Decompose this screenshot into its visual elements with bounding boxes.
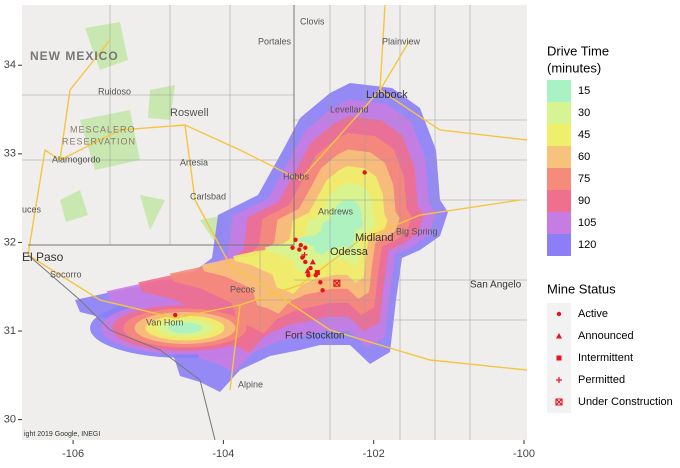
- legend-label: 30: [578, 107, 590, 119]
- place-label: Fort Stockton: [285, 331, 344, 342]
- place-label: Artesia: [180, 157, 208, 167]
- mine-active: [362, 170, 367, 175]
- place-label: Portales: [258, 36, 292, 46]
- mine-active: [300, 255, 305, 260]
- legend-label: 60: [578, 151, 590, 163]
- legend: Drive Time (minutes) Mine Status 15 30 45 6…: [547, 43, 673, 413]
- mine-under-construction: [555, 398, 563, 406]
- mine-active: [297, 247, 302, 252]
- mine-active: [298, 242, 304, 248]
- place-label: Big Spring: [396, 226, 438, 236]
- mine-active: [173, 312, 178, 318]
- mine-announced: [556, 333, 562, 339]
- legend-label: Permitted: [578, 374, 625, 386]
- legend-label: Intermittent: [578, 352, 633, 364]
- legend-label: Under Construction: [578, 396, 673, 408]
- legend-label: 75: [578, 173, 590, 185]
- y-tick-label: 34: [4, 59, 16, 71]
- mine-intermittent: [314, 270, 320, 276]
- x-tick-label: -104: [212, 448, 234, 460]
- mine-active: [303, 245, 308, 250]
- mine-permitted: [556, 377, 562, 383]
- legend-label: 90: [578, 195, 590, 207]
- place-label: Ruidoso: [98, 86, 131, 96]
- mine-active: [290, 245, 295, 250]
- place-label: Pecos: [230, 284, 256, 294]
- place-label: El Paso: [22, 250, 64, 264]
- legend-key: [547, 102, 571, 124]
- mine-active: [556, 311, 562, 317]
- state-borders: [27, 5, 295, 441]
- legend-label: 120: [578, 239, 596, 251]
- terrain: [60, 22, 225, 250]
- x-tick-label: -102: [363, 448, 385, 460]
- legend-title: Drive Time: [547, 43, 609, 58]
- legend-key: [547, 212, 571, 234]
- mine-active: [306, 273, 311, 278]
- mine-announced: [309, 258, 316, 265]
- legend-key: [547, 124, 571, 146]
- mine-intermittent: [556, 355, 562, 361]
- y-tick-label: 30: [4, 414, 16, 426]
- place-label: Plainview: [382, 36, 421, 46]
- place-label: Roswell: [170, 107, 209, 119]
- place-label: Alpine: [238, 379, 263, 389]
- place-label: Lubbock: [366, 89, 408, 101]
- region-label: MESCALERO: [70, 124, 136, 134]
- place-label: Hobbs: [283, 171, 310, 181]
- x-tick-label: -106: [62, 448, 84, 460]
- legend-key: [547, 80, 571, 102]
- place-label: Clovis: [300, 16, 325, 26]
- place-label: Levelland: [330, 104, 369, 114]
- region-label: NEW MEXICO: [30, 49, 119, 63]
- legend-key: [547, 234, 571, 256]
- legend-label: 45: [578, 129, 590, 141]
- legend-title: (minutes): [547, 60, 601, 75]
- legend-label: Announced: [578, 330, 634, 342]
- mine-active: [293, 237, 298, 242]
- drive-time-zones: [75, 83, 448, 392]
- place-label: Carlsbad: [190, 191, 226, 201]
- mine-active: [308, 265, 313, 271]
- y-tick-label: 32: [4, 236, 16, 248]
- place-labels: Clovis Portales Plainview Lubbock Levell…: [22, 16, 522, 389]
- legend-key: [547, 190, 571, 212]
- axes: -106 -104 -102 -100 30 31 32 33 34: [4, 59, 535, 460]
- place-label: Alamogordo: [52, 154, 101, 164]
- legend-label: Active: [578, 308, 608, 320]
- mine-active: [320, 288, 325, 293]
- place-label: San Angelo: [470, 280, 522, 291]
- mine-points: [173, 170, 367, 318]
- region-label: RESERVATION: [62, 136, 136, 146]
- mine-active: [318, 280, 323, 285]
- legend-key: [547, 168, 571, 190]
- place-label: Socorro: [50, 269, 82, 279]
- place-label: uces: [22, 204, 42, 214]
- y-tick-label: 33: [4, 148, 16, 160]
- legend-title: Mine Status: [547, 281, 616, 296]
- roads: [27, 4, 528, 391]
- drive-time-zone: [167, 322, 203, 334]
- legend-label: 15: [578, 85, 590, 97]
- place-label: Midland: [355, 232, 394, 244]
- attribution: ight 2019 Google, INEGI: [24, 431, 100, 438]
- mine-permitted: [301, 251, 308, 258]
- mine-announced: [304, 267, 311, 274]
- legend-key: [547, 146, 571, 168]
- place-label: Odessa: [330, 246, 369, 258]
- place-label: Andrews: [318, 206, 354, 216]
- legend-label: 105: [578, 217, 596, 229]
- mine-under-construction: [333, 279, 341, 287]
- mine-active: [303, 259, 308, 265]
- place-label: Van Horn: [146, 317, 183, 327]
- x-tick-label: -100: [513, 448, 535, 460]
- y-tick-label: 31: [4, 325, 16, 337]
